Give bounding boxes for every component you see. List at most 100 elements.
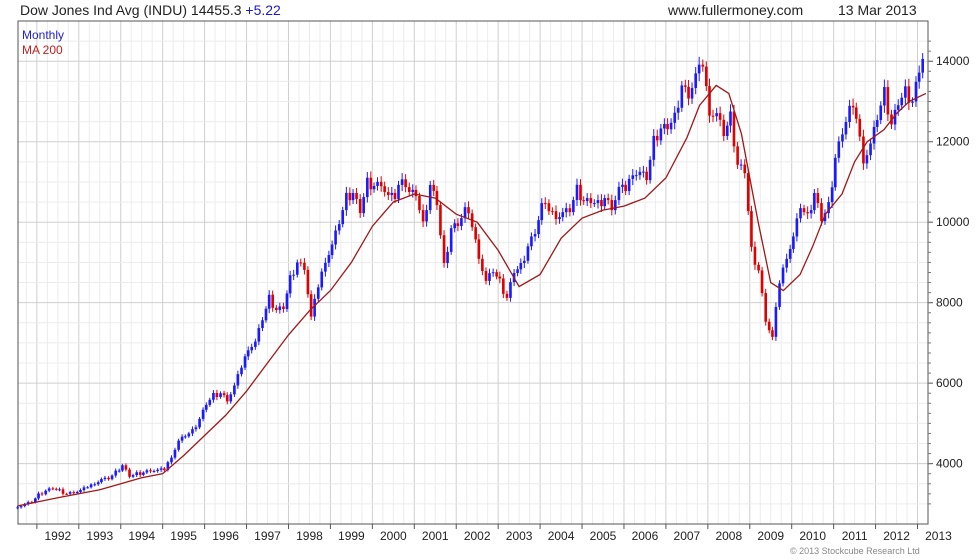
candle-body <box>883 87 886 106</box>
candle-body <box>54 488 58 490</box>
legend-monthly: Monthly <box>22 28 65 42</box>
candle-body <box>233 385 236 395</box>
chart-title-text: Dow Jones Ind Avg (INDU) 14455.3 <box>20 2 242 18</box>
candle-body <box>869 143 872 156</box>
candle-body <box>645 171 648 181</box>
candle-body <box>89 484 93 488</box>
candle-body <box>390 192 394 195</box>
candle-body <box>463 207 467 219</box>
candle-body <box>393 192 397 200</box>
candle-body <box>585 198 589 202</box>
candle-body <box>750 211 753 247</box>
website-label[interactable]: www.fullermoney.com <box>668 2 804 18</box>
candle-body <box>697 64 701 74</box>
x-tick-label: 2011 <box>842 529 868 543</box>
candle-body <box>358 199 362 214</box>
candle-body <box>729 111 732 126</box>
candle-body <box>303 262 306 270</box>
x-tick-label: 1992 <box>44 529 71 543</box>
candle-body <box>704 66 708 87</box>
candle-body <box>725 125 729 137</box>
candle-body <box>418 196 421 211</box>
candle-body <box>522 260 526 264</box>
candle-body <box>219 393 222 397</box>
candle-body <box>432 184 436 191</box>
candle-body <box>642 171 645 173</box>
candle-body <box>746 173 750 212</box>
candle-body <box>711 115 715 117</box>
candle-body <box>327 255 331 263</box>
candle-body <box>809 210 813 214</box>
candle-body <box>638 171 642 176</box>
candle-body <box>407 187 411 192</box>
candle-body <box>676 107 680 113</box>
candle-body <box>613 200 617 211</box>
candle-body <box>617 186 621 201</box>
candle-body <box>138 472 142 475</box>
candle-body <box>900 97 904 106</box>
candle-body <box>142 472 145 475</box>
x-tick-label: 2004 <box>548 529 575 543</box>
candle-body <box>44 490 47 495</box>
candle-body <box>131 475 135 477</box>
candle-body <box>547 203 551 212</box>
candle-body <box>404 179 407 188</box>
candle-body <box>694 73 697 88</box>
candle-body <box>875 120 879 127</box>
x-tick-label: 2006 <box>632 529 659 543</box>
x-tick-label: 2002 <box>464 529 491 543</box>
candle-body <box>121 465 124 471</box>
candle-body <box>624 184 627 192</box>
candle-body <box>180 436 184 441</box>
candle-body <box>743 164 747 174</box>
ma-200-line <box>17 84 927 507</box>
candle-body <box>921 58 924 73</box>
candle-body <box>103 477 107 480</box>
candle-body <box>488 273 491 281</box>
candle-body <box>603 198 606 207</box>
candle-body <box>37 493 40 499</box>
candle-body <box>841 134 844 142</box>
candle-body <box>673 112 677 123</box>
chart-date: 13 Mar 2013 <box>838 2 917 18</box>
legend-ma-200: MA 200 <box>22 43 63 57</box>
candle-body <box>666 124 669 130</box>
x-tick-label: 2005 <box>590 529 617 543</box>
candle-body <box>474 227 477 240</box>
candle-body <box>225 395 229 402</box>
candle-body <box>722 119 726 137</box>
candle-body <box>593 203 596 205</box>
candle-body <box>16 507 19 509</box>
candle-body <box>425 210 428 222</box>
candle-body <box>351 192 355 201</box>
candle-body <box>467 207 470 214</box>
candle-body <box>345 192 348 211</box>
candle-body <box>627 178 631 192</box>
x-tick-label: 2013 <box>925 529 952 543</box>
candle-body <box>313 298 316 317</box>
y-tick-label: 4000 <box>936 457 963 471</box>
candle-body <box>386 192 390 195</box>
candle-body <box>254 341 257 347</box>
candle-body <box>886 87 890 115</box>
x-tick-label: 2008 <box>715 529 742 543</box>
candle-body <box>767 321 771 331</box>
candle-body <box>215 393 219 397</box>
x-tick-label: 1993 <box>86 529 113 543</box>
candle-body <box>309 294 313 317</box>
candle-body <box>34 498 37 503</box>
candle-body <box>684 85 687 87</box>
candle-body <box>246 350 250 357</box>
candle-body <box>96 482 100 485</box>
candle-body <box>75 492 79 494</box>
candle-body <box>369 177 373 190</box>
chart-header: Dow Jones Ind Avg (INDU) 14455.3 +5.22 w… <box>0 0 980 20</box>
candle-body <box>257 328 261 342</box>
candle-body <box>383 186 386 193</box>
candle-body <box>442 235 446 264</box>
candle-body <box>330 244 334 256</box>
candle-body <box>736 146 739 165</box>
candle-body <box>456 223 460 227</box>
candle-body <box>47 488 51 491</box>
candle-body <box>481 258 484 272</box>
